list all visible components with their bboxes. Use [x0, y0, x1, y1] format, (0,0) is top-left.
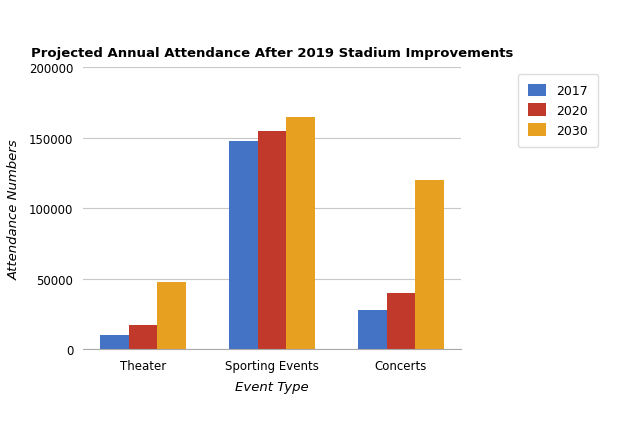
X-axis label: Event Type: Event Type [235, 380, 309, 393]
Bar [387, 293, 415, 349]
Bar [229, 141, 258, 349]
Legend: 2017, 2020, 2030: 2017, 2020, 2030 [518, 75, 598, 147]
Bar [358, 310, 387, 349]
Bar [129, 325, 157, 349]
Bar [415, 181, 444, 349]
Bar [286, 117, 315, 349]
Bar [258, 131, 286, 349]
Y-axis label: Attendance Numbers: Attendance Numbers [8, 138, 20, 279]
Title: Projected Annual Attendance After 2019 Stadium Improvements: Projected Annual Attendance After 2019 S… [31, 47, 513, 60]
Bar [157, 282, 186, 349]
Bar [100, 335, 129, 349]
